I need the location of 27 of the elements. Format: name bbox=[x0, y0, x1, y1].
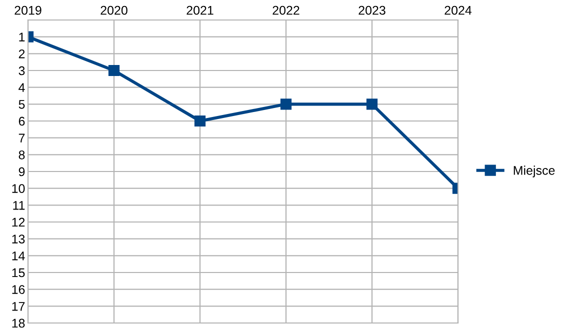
x-tick-label: 2022 bbox=[272, 6, 300, 15]
y-tick-label: 16 bbox=[12, 285, 25, 294]
y-tick-label: 17 bbox=[12, 302, 25, 311]
point bbox=[280, 98, 292, 110]
y-tick-label: 13 bbox=[12, 234, 25, 244]
y-tick-label: 10 bbox=[12, 184, 25, 193]
y-tick-label: 4 bbox=[18, 83, 25, 92]
y-tick-label: 12 bbox=[12, 218, 25, 227]
y-tick-label: 2 bbox=[18, 49, 25, 58]
x-tick-label: 2023 bbox=[358, 6, 386, 15]
y-tick-label: 18 bbox=[12, 318, 25, 328]
legend-label: Miejsce bbox=[514, 166, 555, 178]
x-tick-label: 2020 bbox=[100, 6, 128, 15]
y-tick-label: 5 bbox=[18, 100, 25, 109]
y-tick-label: 14 bbox=[12, 252, 25, 260]
y-tick-label: 11 bbox=[13, 201, 25, 210]
point bbox=[194, 115, 206, 127]
x-tick-label: 2019 bbox=[14, 6, 42, 15]
y-tick-label: 9 bbox=[18, 167, 25, 176]
x-tick-label: 2024 bbox=[444, 6, 472, 15]
y-tick-label: 15 bbox=[12, 268, 25, 278]
y-tick-label: 8 bbox=[18, 150, 25, 160]
y-tick-label: 6 bbox=[18, 116, 25, 126]
y-tick-label: 3 bbox=[18, 66, 25, 76]
y-tick-label: 1 bbox=[19, 32, 25, 42]
y-tick-label: 7 bbox=[18, 134, 25, 142]
x-tick-label: 2021 bbox=[186, 6, 214, 15]
